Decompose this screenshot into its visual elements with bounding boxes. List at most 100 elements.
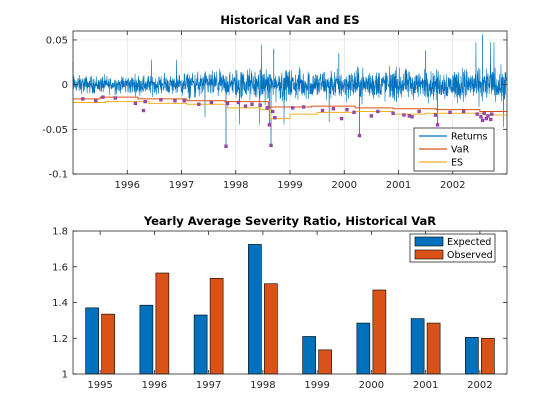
observed-bar <box>372 289 387 375</box>
exceedance-marker <box>159 98 163 102</box>
expected-bar <box>465 337 479 375</box>
exceedance-marker <box>402 113 406 117</box>
es-line <box>73 101 508 120</box>
exceedance-marker <box>480 118 485 123</box>
exceedance-marker <box>357 133 362 138</box>
bottom-x-tick-label: 2001 <box>413 380 438 391</box>
top-chart: Historical VaR and ES 1996 1997 1998 1999 20… <box>42 13 508 191</box>
top-chart-title: Historical VaR and ES <box>220 13 359 27</box>
exceedance-marker <box>339 116 344 121</box>
exceedance-marker <box>273 116 277 120</box>
exceedance-marker <box>173 99 177 103</box>
top-y-tick-label: -0.1 <box>48 170 68 181</box>
exceedance-marker <box>486 114 490 118</box>
var-line <box>73 96 508 113</box>
exceedance-marker <box>269 143 273 148</box>
bottom-legend: Expected Observed <box>409 233 496 263</box>
legend-es-label: ES <box>451 158 463 169</box>
top-x-tick-label: 1996 <box>115 180 140 191</box>
exceedance-marker <box>461 109 466 114</box>
exceedance-marker <box>407 114 412 118</box>
top-x-tick-label: 1997 <box>169 180 194 191</box>
exceedance-marker <box>133 101 138 106</box>
exceedance-marker <box>479 115 483 119</box>
exceedance-marker <box>490 112 494 116</box>
expected-bar <box>248 244 262 375</box>
top-x-tick-label: 1998 <box>223 180 248 191</box>
exceedance-marker <box>81 97 85 101</box>
exceedance-marker <box>435 123 440 127</box>
legend-expected-label: Expected <box>447 237 491 248</box>
exceedance-marker <box>143 99 147 104</box>
observed-bar <box>318 349 332 375</box>
observed-bar <box>209 278 224 375</box>
exceedance-marker <box>270 109 275 114</box>
observed-bar <box>101 313 115 375</box>
exceedance-marker <box>489 117 493 122</box>
legend-var-label: VaR <box>451 145 470 156</box>
exceedance-marker <box>250 102 254 106</box>
exceedance-marker <box>417 109 421 114</box>
exceedance-marker <box>291 106 295 110</box>
bottom-x-tick-label: 1996 <box>142 380 167 391</box>
exceedance-marker <box>331 107 336 111</box>
expected-bar <box>302 336 316 375</box>
exceedance-marker <box>236 100 241 105</box>
exceedance-marker <box>197 102 201 106</box>
bottom-y-tick-label: 1.4 <box>52 298 68 309</box>
top-x-tick-label: 2002 <box>440 180 465 191</box>
bottom-chart-title: Yearly Average Severity Ratio, Historica… <box>143 214 436 228</box>
observed-bar <box>426 322 441 375</box>
exceedance-marker <box>225 101 230 106</box>
exceedance-marker <box>101 95 105 99</box>
exceedance-marker <box>475 112 479 116</box>
exceedance-marker <box>243 104 248 108</box>
expected-bar <box>410 318 425 375</box>
exceedance-marker <box>352 110 356 114</box>
top-axis-ticks: 1996 1997 1998 1999 2000 2001 2002 0.05 0 -0.05 -0… <box>42 31 507 191</box>
exceedance-marker <box>209 100 213 105</box>
exceedance-marker <box>448 110 452 114</box>
expected-bar <box>193 314 208 375</box>
exceedance-marker <box>258 103 262 107</box>
exceedance-marker <box>94 99 98 103</box>
bottom-x-tick-label: 1998 <box>250 380 275 391</box>
top-legend: Returns VaR ES <box>413 127 495 172</box>
exceedance-marker <box>301 105 306 109</box>
bottom-y-tick-label: 1.8 <box>52 227 68 238</box>
bottom-axis-ticks: 1 1.2 1.4 1.6 1.8 1995 1996 1997 1998 1999 2000 200… <box>52 227 507 391</box>
exceedance-marker <box>320 108 325 113</box>
exceedance-marker <box>267 123 272 127</box>
bottom-y-tick-label: 1 <box>62 370 68 381</box>
returns-line <box>72 42 508 128</box>
bottom-x-tick-label: 2002 <box>467 380 492 391</box>
bottom-x-tick-label: 1997 <box>196 380 221 391</box>
legend-expected-swatch <box>414 236 444 247</box>
exceedance-marker <box>410 115 414 119</box>
exceedance-marker <box>224 144 228 148</box>
exceedance-markers <box>81 95 494 148</box>
expected-bar <box>85 307 99 375</box>
exceedance-marker <box>265 106 269 110</box>
exceedance-marker <box>113 96 117 100</box>
exceedance-marker <box>369 114 374 118</box>
observed-bar <box>155 272 170 375</box>
exceedance-marker <box>482 111 486 115</box>
expected-bar <box>139 304 154 375</box>
top-x-tick-label: 2001 <box>386 180 411 191</box>
bottom-x-tick-label: 2000 <box>359 380 384 391</box>
var-es-series <box>73 96 508 120</box>
exceedance-marker <box>376 109 380 114</box>
exceedance-marker <box>141 108 146 113</box>
bottom-y-tick-label: 1.6 <box>52 262 68 273</box>
legend-observed-swatch <box>414 249 444 260</box>
exceedance-marker <box>433 113 438 117</box>
top-y-tick-label: 0 <box>62 80 68 91</box>
legend-returns-label: Returns <box>451 132 488 143</box>
bottom-x-tick-label: 1999 <box>304 380 329 391</box>
bottom-chart: Yearly Average Severity Ratio, Historica… <box>52 214 508 391</box>
observed-bar <box>264 283 278 375</box>
bottom-x-tick-label: 1995 <box>87 380 112 391</box>
exceedance-marker <box>391 111 395 115</box>
